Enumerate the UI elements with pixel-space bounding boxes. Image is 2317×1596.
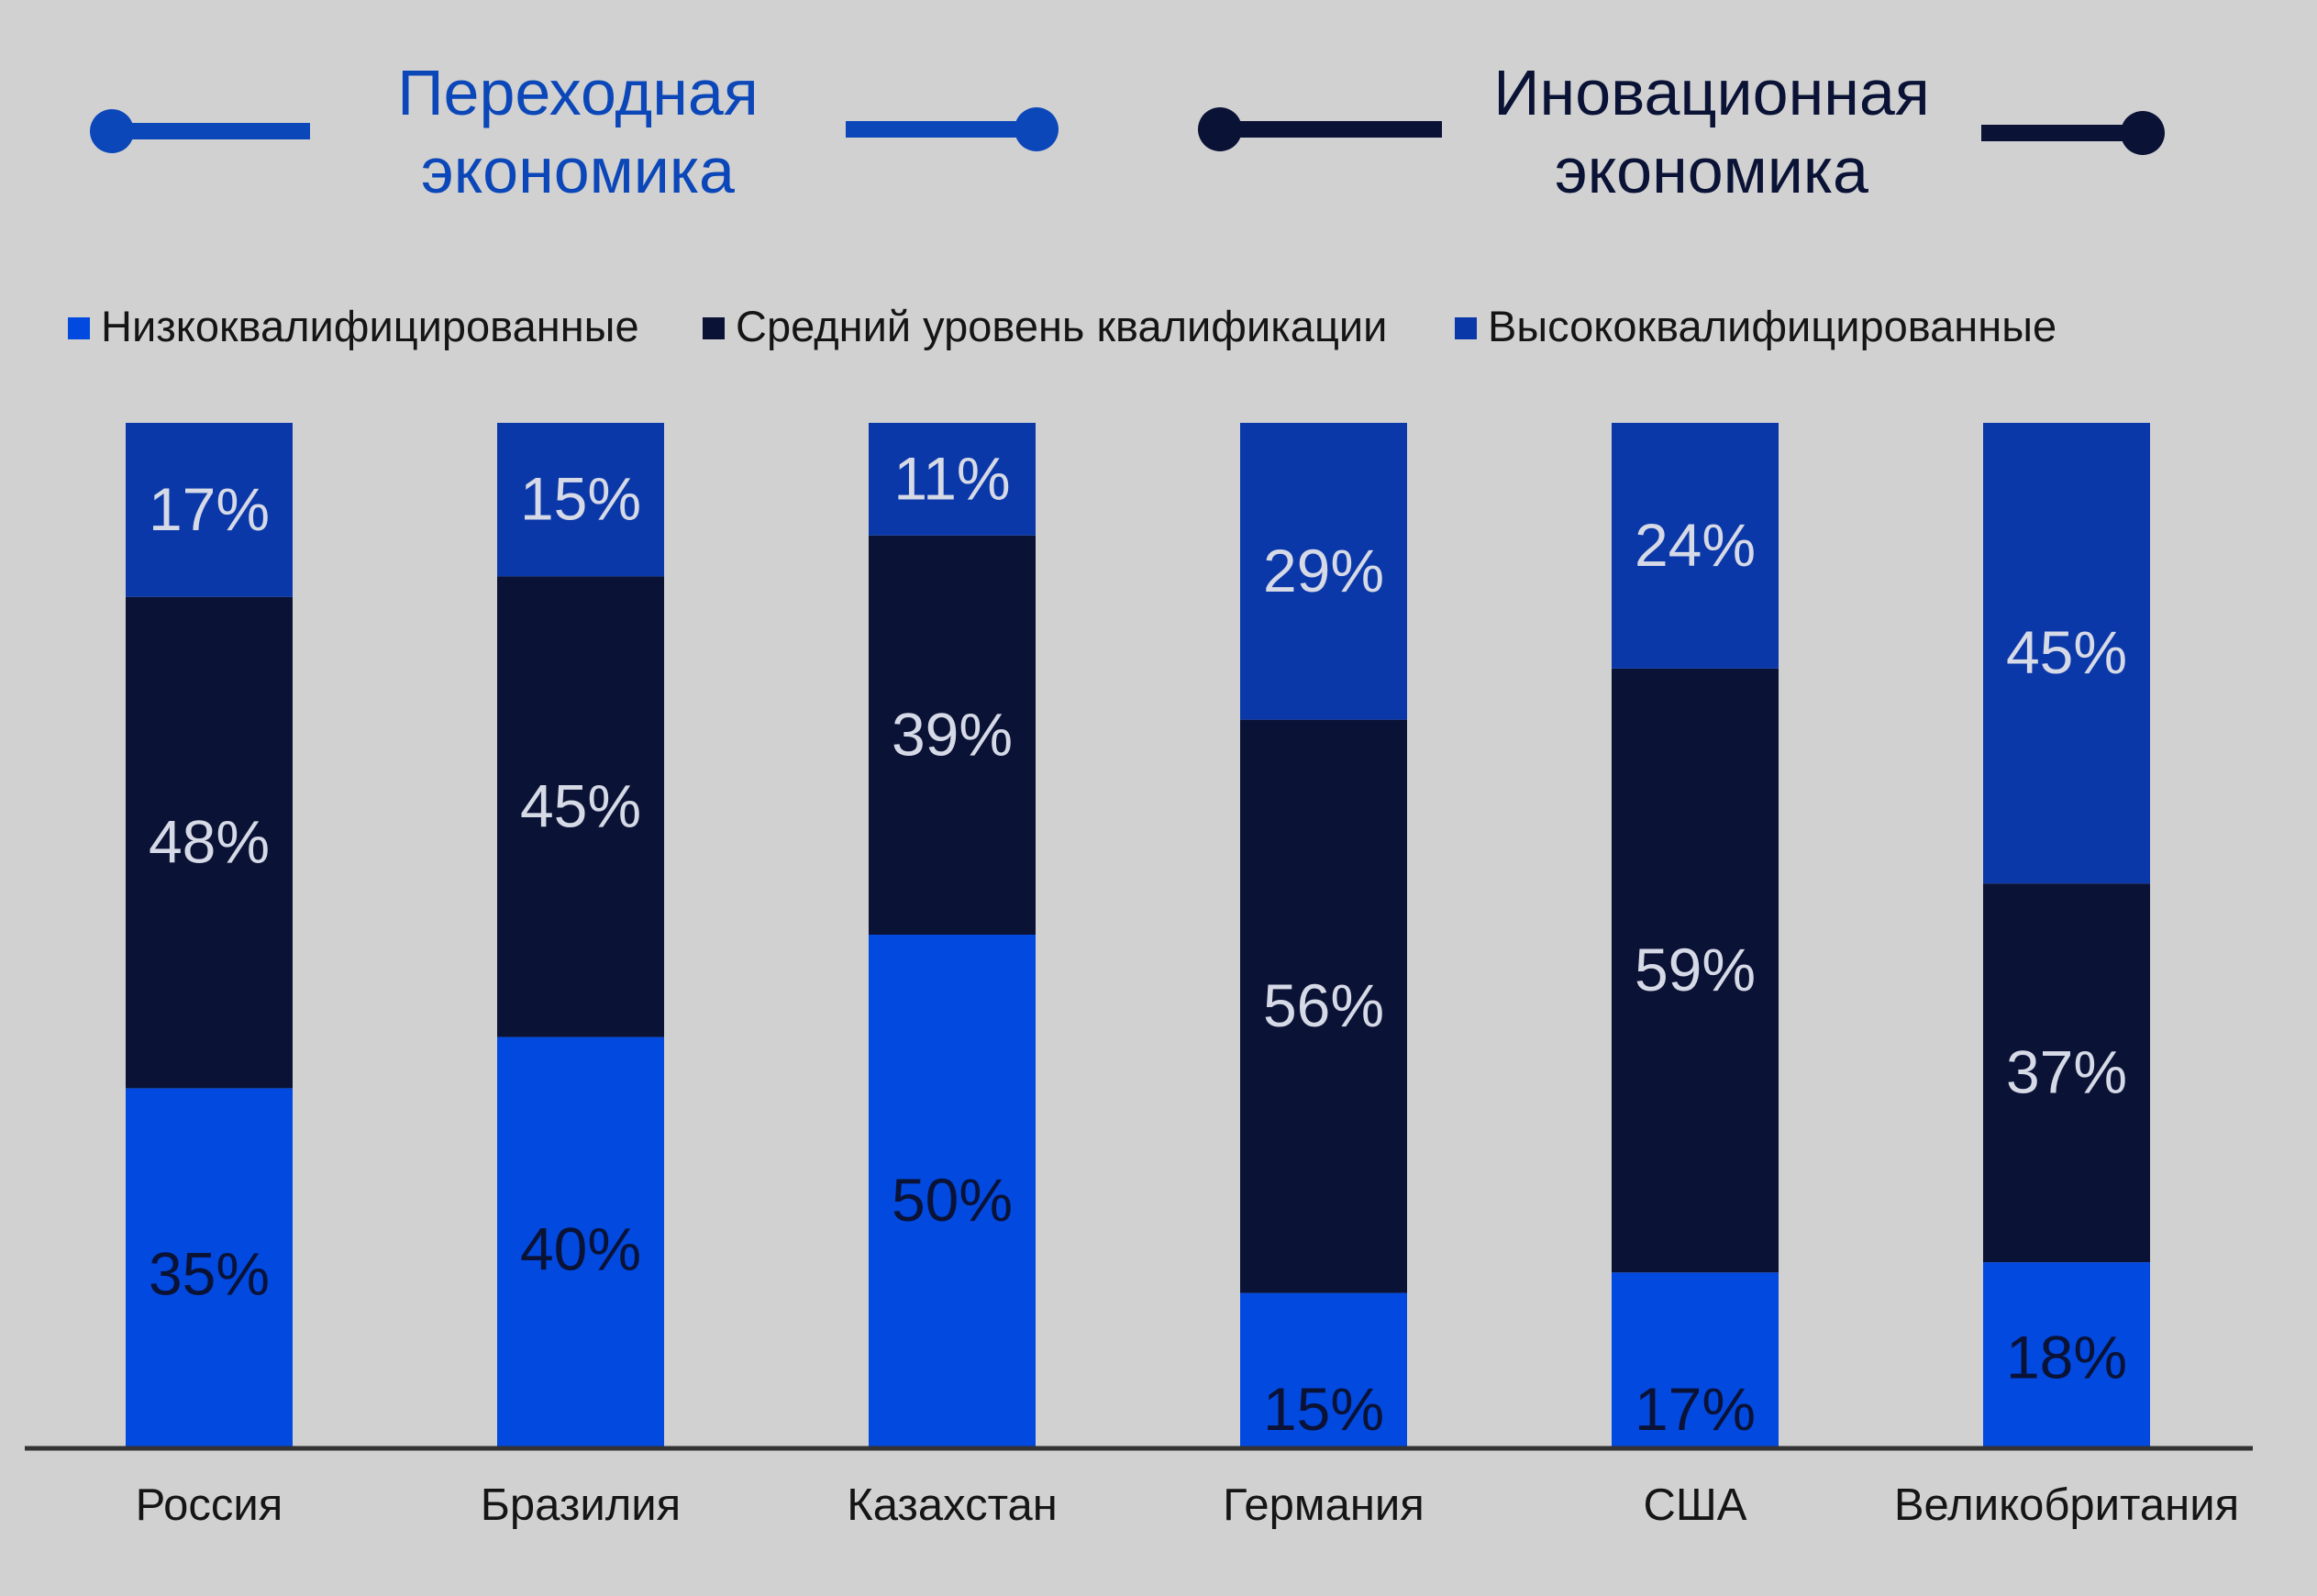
bar-segment-mid xyxy=(497,576,664,1037)
value-label-low: 35% xyxy=(149,1240,270,1308)
value-labels: 35% 48% 17% 40% 45% 15% 50% 39% 11% 15% 56% 29% 17% 5… xyxy=(149,444,2127,1443)
group-header-innovative: Иновационная экономика xyxy=(1198,57,2165,206)
legend-label-low: Низкоквалифицированные xyxy=(101,302,639,350)
legend-label-high: Высококвалифицированные xyxy=(1488,302,2056,350)
value-label-high: 45% xyxy=(2006,618,2127,686)
value-label-mid: 56% xyxy=(1263,971,1384,1039)
group-title-line2: экономика xyxy=(421,135,735,206)
category-label: Россия xyxy=(136,1480,283,1530)
value-label-mid: 39% xyxy=(892,700,1013,768)
bar-segment-low xyxy=(1983,1262,2150,1446)
bar-segment-low xyxy=(869,935,1036,1446)
bar-segment-low xyxy=(126,1088,293,1446)
category-label: Казахстан xyxy=(847,1480,1058,1530)
bar-segment-mid xyxy=(126,596,293,1089)
category-label: США xyxy=(1644,1480,1747,1530)
bar-segment-high xyxy=(1983,423,2150,884)
bar-segment-mid xyxy=(1983,883,2150,1263)
value-label-high: 24% xyxy=(1635,511,1756,579)
category-label: Бразилия xyxy=(481,1480,681,1530)
group-header-transitional: Переходная экономика xyxy=(90,57,1059,206)
category-label: Германия xyxy=(1223,1480,1425,1530)
bar-segment-mid xyxy=(1612,668,1779,1273)
value-label-low: 17% xyxy=(1635,1375,1756,1443)
value-label-low: 18% xyxy=(2006,1324,2127,1391)
bar-segment-low xyxy=(497,1036,664,1446)
group-right-dot xyxy=(2121,111,2165,155)
bar-segment-high xyxy=(1240,423,1407,720)
bar-segment-low xyxy=(1240,1292,1407,1446)
value-label-low: 40% xyxy=(520,1215,641,1283)
value-label-high: 29% xyxy=(1263,537,1384,604)
group-left-dot xyxy=(90,109,134,153)
value-label-mid: 48% xyxy=(149,808,270,876)
value-label-high: 11% xyxy=(893,444,1010,512)
bar-segment-high xyxy=(126,423,293,597)
value-label-mid: 37% xyxy=(2006,1038,2127,1106)
group-right-dot xyxy=(1014,107,1059,151)
group-title-line1: Иновационная xyxy=(1493,57,1930,128)
group-left-dot xyxy=(1198,107,1242,151)
legend-swatch-low xyxy=(68,317,90,339)
value-label-mid: 59% xyxy=(1635,936,1756,1003)
value-label-low: 50% xyxy=(892,1166,1013,1234)
bar-segment-mid xyxy=(869,535,1036,935)
group-title-line1: Переходная xyxy=(397,57,759,128)
bars xyxy=(126,423,2150,1446)
category-label: Великобритания xyxy=(1894,1480,2239,1530)
bar-segment-mid xyxy=(1240,719,1407,1293)
value-label-high: 15% xyxy=(520,465,641,533)
group-title-line2: экономика xyxy=(1555,135,1868,206)
bar-segment-high xyxy=(869,423,1036,536)
bar-segment-high xyxy=(1612,423,1779,669)
value-label-mid: 45% xyxy=(520,772,641,840)
value-label-high: 17% xyxy=(149,475,270,543)
bar-segment-high xyxy=(497,423,664,577)
legend-swatch-high xyxy=(1455,317,1477,339)
category-labels: Россия Бразилия Казахстан Германия США Велико… xyxy=(136,1480,2240,1530)
legend-label-mid: Средний уровень квалификации xyxy=(736,302,1387,350)
legend-swatch-mid xyxy=(703,317,725,339)
legend: Низкоквалифицированные Средний уровень к… xyxy=(68,302,2056,350)
value-label-low: 15% xyxy=(1263,1375,1384,1443)
bar-segment-low xyxy=(1612,1272,1779,1446)
